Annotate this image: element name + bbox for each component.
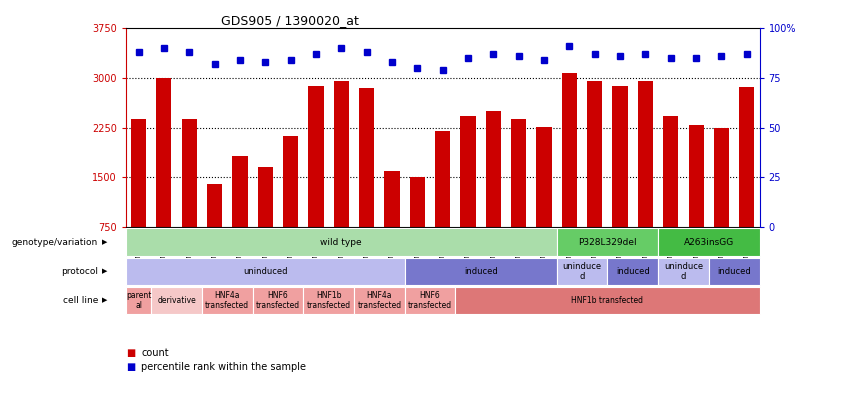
Bar <box>460 116 476 227</box>
Text: HNF4a
transfected: HNF4a transfected <box>205 291 249 310</box>
Bar <box>404 287 456 314</box>
Bar <box>556 258 608 285</box>
Bar <box>126 287 151 314</box>
Text: HNF1b transfected: HNF1b transfected <box>571 296 643 305</box>
Bar <box>688 125 704 227</box>
Text: induced: induced <box>616 267 649 276</box>
Text: ▶: ▶ <box>102 239 107 245</box>
Bar <box>131 119 146 227</box>
Bar <box>354 287 404 314</box>
Text: derivative: derivative <box>157 296 196 305</box>
Text: percentile rank within the sample: percentile rank within the sample <box>141 362 306 372</box>
Bar <box>258 167 273 227</box>
Bar <box>253 287 303 314</box>
Bar <box>638 81 653 227</box>
Bar <box>410 177 425 227</box>
Bar <box>663 116 679 227</box>
Bar <box>562 72 577 227</box>
Bar <box>207 184 222 227</box>
Bar <box>333 81 349 227</box>
Bar <box>709 258 760 285</box>
Text: uninduce
d: uninduce d <box>664 262 703 281</box>
Bar <box>404 258 556 285</box>
Bar <box>536 127 552 227</box>
Text: parent
al: parent al <box>126 291 151 310</box>
Text: HNF4a
transfected: HNF4a transfected <box>358 291 401 310</box>
Text: A263insGG: A263insGG <box>684 238 734 247</box>
Bar <box>613 86 628 227</box>
Text: uninduced: uninduced <box>243 267 287 276</box>
Text: genotype/variation: genotype/variation <box>12 238 98 247</box>
Text: ▶: ▶ <box>102 269 107 274</box>
Bar <box>359 88 374 227</box>
Bar <box>385 171 399 227</box>
Bar <box>308 86 324 227</box>
Bar <box>486 111 501 227</box>
Text: GDS905 / 1390020_at: GDS905 / 1390020_at <box>220 14 358 27</box>
Text: count: count <box>141 348 169 358</box>
Bar <box>202 287 253 314</box>
Bar <box>181 119 197 227</box>
Bar <box>126 228 556 256</box>
Bar <box>303 287 354 314</box>
Text: HNF6
transfected: HNF6 transfected <box>408 291 452 310</box>
Bar <box>283 136 299 227</box>
Bar <box>608 258 658 285</box>
Text: ▶: ▶ <box>102 298 107 303</box>
Text: protocol: protocol <box>61 267 98 276</box>
Bar <box>435 131 450 227</box>
Text: uninduce
d: uninduce d <box>562 262 602 281</box>
Bar <box>233 156 247 227</box>
Bar <box>658 228 760 256</box>
Bar <box>556 228 658 256</box>
Bar <box>126 258 404 285</box>
Bar <box>151 287 202 314</box>
Text: ■: ■ <box>126 348 135 358</box>
Text: HNF6
transfected: HNF6 transfected <box>256 291 300 310</box>
Bar <box>740 87 754 227</box>
Text: wild type: wild type <box>320 238 362 247</box>
Bar <box>156 78 172 227</box>
Bar <box>713 128 729 227</box>
Bar <box>511 119 526 227</box>
Text: ■: ■ <box>126 362 135 372</box>
Text: induced: induced <box>717 267 751 276</box>
Bar <box>658 258 709 285</box>
Text: cell line: cell line <box>62 296 98 305</box>
Text: P328L329del: P328L329del <box>578 238 637 247</box>
Bar <box>587 81 602 227</box>
Text: induced: induced <box>464 267 497 276</box>
Text: HNF1b
transfected: HNF1b transfected <box>306 291 351 310</box>
Bar <box>456 287 760 314</box>
